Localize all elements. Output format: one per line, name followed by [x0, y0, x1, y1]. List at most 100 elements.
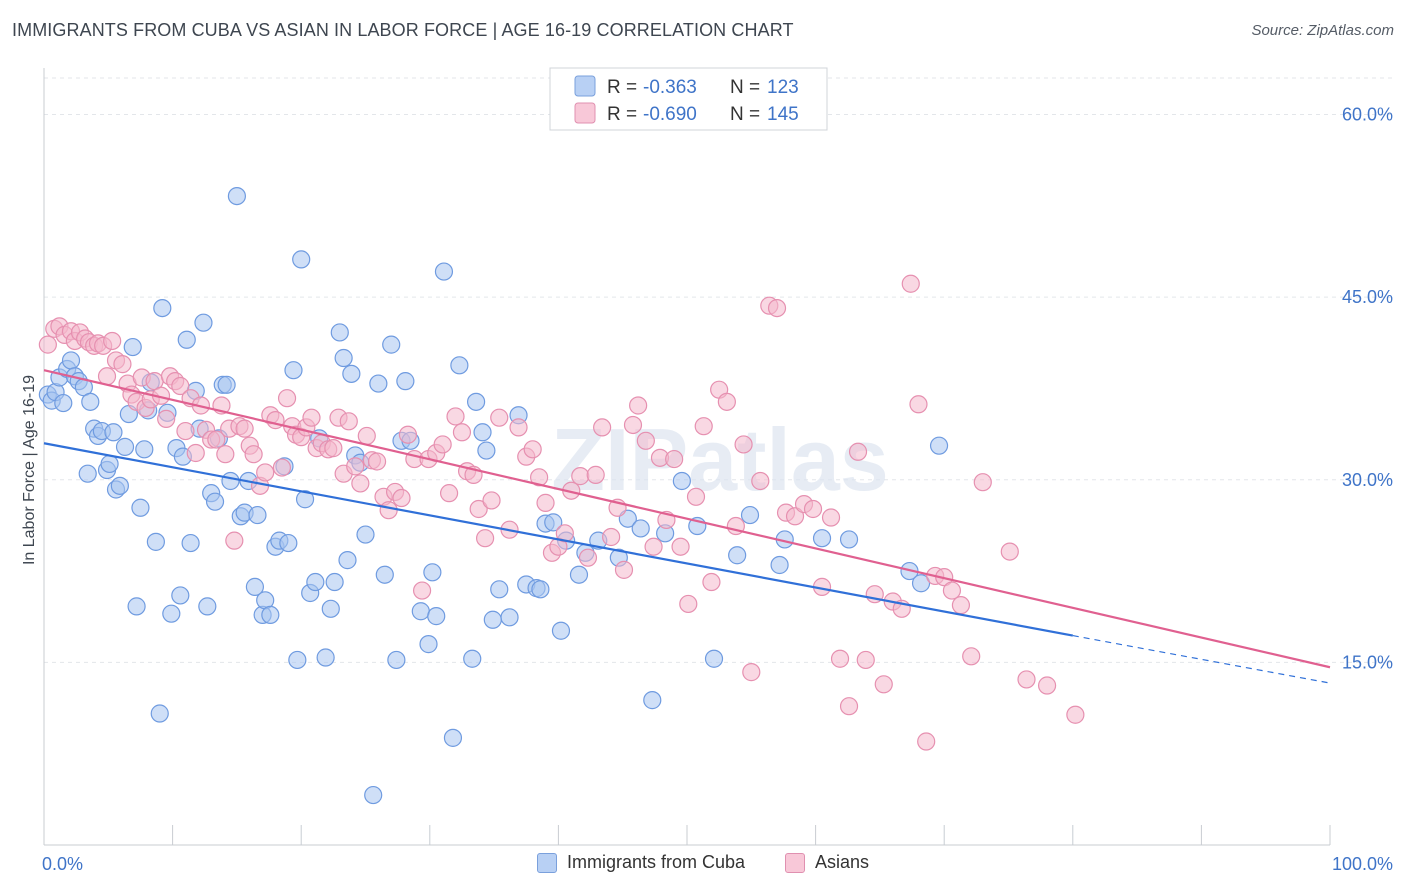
point-asians [644, 537, 663, 556]
point-cuba [839, 530, 859, 549]
point-asians [785, 507, 805, 526]
point-asians [1000, 542, 1019, 561]
point-asians [742, 663, 761, 682]
point-asians [962, 647, 981, 666]
legend-swatch-asians [785, 852, 806, 873]
point-asians [942, 581, 962, 600]
point-cuba [531, 580, 550, 599]
y-tick-label: 60.0% [1342, 105, 1393, 125]
point-asians [392, 488, 411, 508]
source-label: Source: ZipAtlas.com [1251, 22, 1394, 39]
point-asians [256, 463, 275, 482]
point-asians [593, 418, 612, 437]
point-asians [623, 415, 643, 435]
legend-item-cuba[interactable]: Immigrants from Cuba [536, 852, 745, 873]
point-asians [235, 419, 254, 438]
point-asians [665, 449, 684, 469]
point-asians [216, 445, 235, 464]
point-cuba [217, 375, 236, 394]
legend-n-label: N = [730, 77, 760, 98]
point-cuba [740, 505, 760, 525]
point-cuba [110, 476, 129, 495]
point-cuba [221, 471, 240, 491]
point-cuba [500, 608, 519, 627]
point-cuba [427, 607, 446, 626]
legend-n-value: 145 [767, 104, 799, 125]
point-asians [702, 572, 721, 592]
point-asians [671, 537, 690, 556]
point-cuba [146, 532, 165, 551]
point-cuba [672, 471, 691, 491]
point-asians [839, 697, 859, 716]
trend-line-asians [43, 369, 1331, 669]
point-asians [171, 376, 190, 396]
point-asians [734, 435, 753, 454]
point-asians [856, 650, 875, 670]
y-axis-label: In Labor Force | Age 16-19 [21, 375, 38, 565]
point-cuba [364, 785, 383, 805]
point-asians [909, 395, 928, 414]
point-cuba [419, 635, 438, 654]
point-asians [523, 440, 542, 459]
point-cuba [338, 551, 357, 570]
point-asians [176, 421, 195, 441]
point-cuba [770, 555, 789, 575]
x-tick-label: 100.0% [1332, 854, 1393, 874]
legend-swatch-cuba [536, 852, 557, 873]
point-asians [351, 474, 370, 493]
point-cuba [115, 437, 135, 456]
point-cuba [78, 464, 97, 483]
data-points [38, 186, 1085, 805]
point-cuba [396, 372, 415, 391]
point-asians [951, 596, 971, 615]
point-asians [367, 452, 387, 471]
point-asians [97, 367, 117, 386]
point-cuba [261, 605, 280, 625]
point-asians [636, 431, 655, 450]
point-asians [302, 408, 321, 427]
point-asians [272, 458, 292, 477]
point-asians [602, 527, 621, 547]
point-cuba [330, 323, 349, 342]
point-cuba [306, 572, 325, 592]
point-cuba [551, 621, 571, 640]
point-cuba [198, 597, 217, 616]
point-cuba [227, 186, 246, 206]
point-asians [207, 430, 226, 449]
point-cuba [288, 650, 307, 670]
point-asians [38, 335, 57, 354]
tick-labels: 15.0% 30.0% 45.0% 60.0% 0.0% 100.0% [42, 105, 1393, 874]
legend-box [549, 67, 828, 131]
point-asians [446, 407, 465, 426]
point-cuba [295, 490, 315, 509]
y-tick-label: 45.0% [1342, 287, 1393, 307]
point-asians [225, 531, 244, 550]
point-asians [803, 499, 823, 519]
point-asians [578, 548, 598, 567]
legend-n-value: 123 [767, 77, 799, 98]
legend-item-asians[interactable]: Asians [785, 852, 869, 873]
point-asians [439, 484, 459, 503]
point-cuba [375, 565, 394, 584]
point-cuba [643, 691, 662, 710]
point-asians [536, 493, 555, 512]
point-cuba [463, 649, 482, 668]
point-asians [157, 409, 176, 428]
x-tick-label: 0.0% [42, 854, 83, 874]
point-asians [686, 487, 706, 506]
point-asians [973, 473, 992, 492]
point-asians [475, 529, 495, 548]
bottom-legend: Immigrants from Cuba Asians [0, 852, 1406, 873]
point-cuba [316, 648, 335, 667]
point-asians [324, 439, 343, 458]
point-cuba [544, 513, 563, 532]
point-asians [357, 426, 376, 446]
point-cuba [61, 351, 81, 370]
point-asians [901, 274, 920, 293]
point-asians [629, 396, 648, 415]
gridlines [44, 77, 1395, 663]
point-asians [917, 732, 936, 751]
point-cuba [150, 704, 169, 723]
point-asians [482, 491, 501, 510]
point-cuba [473, 423, 492, 442]
